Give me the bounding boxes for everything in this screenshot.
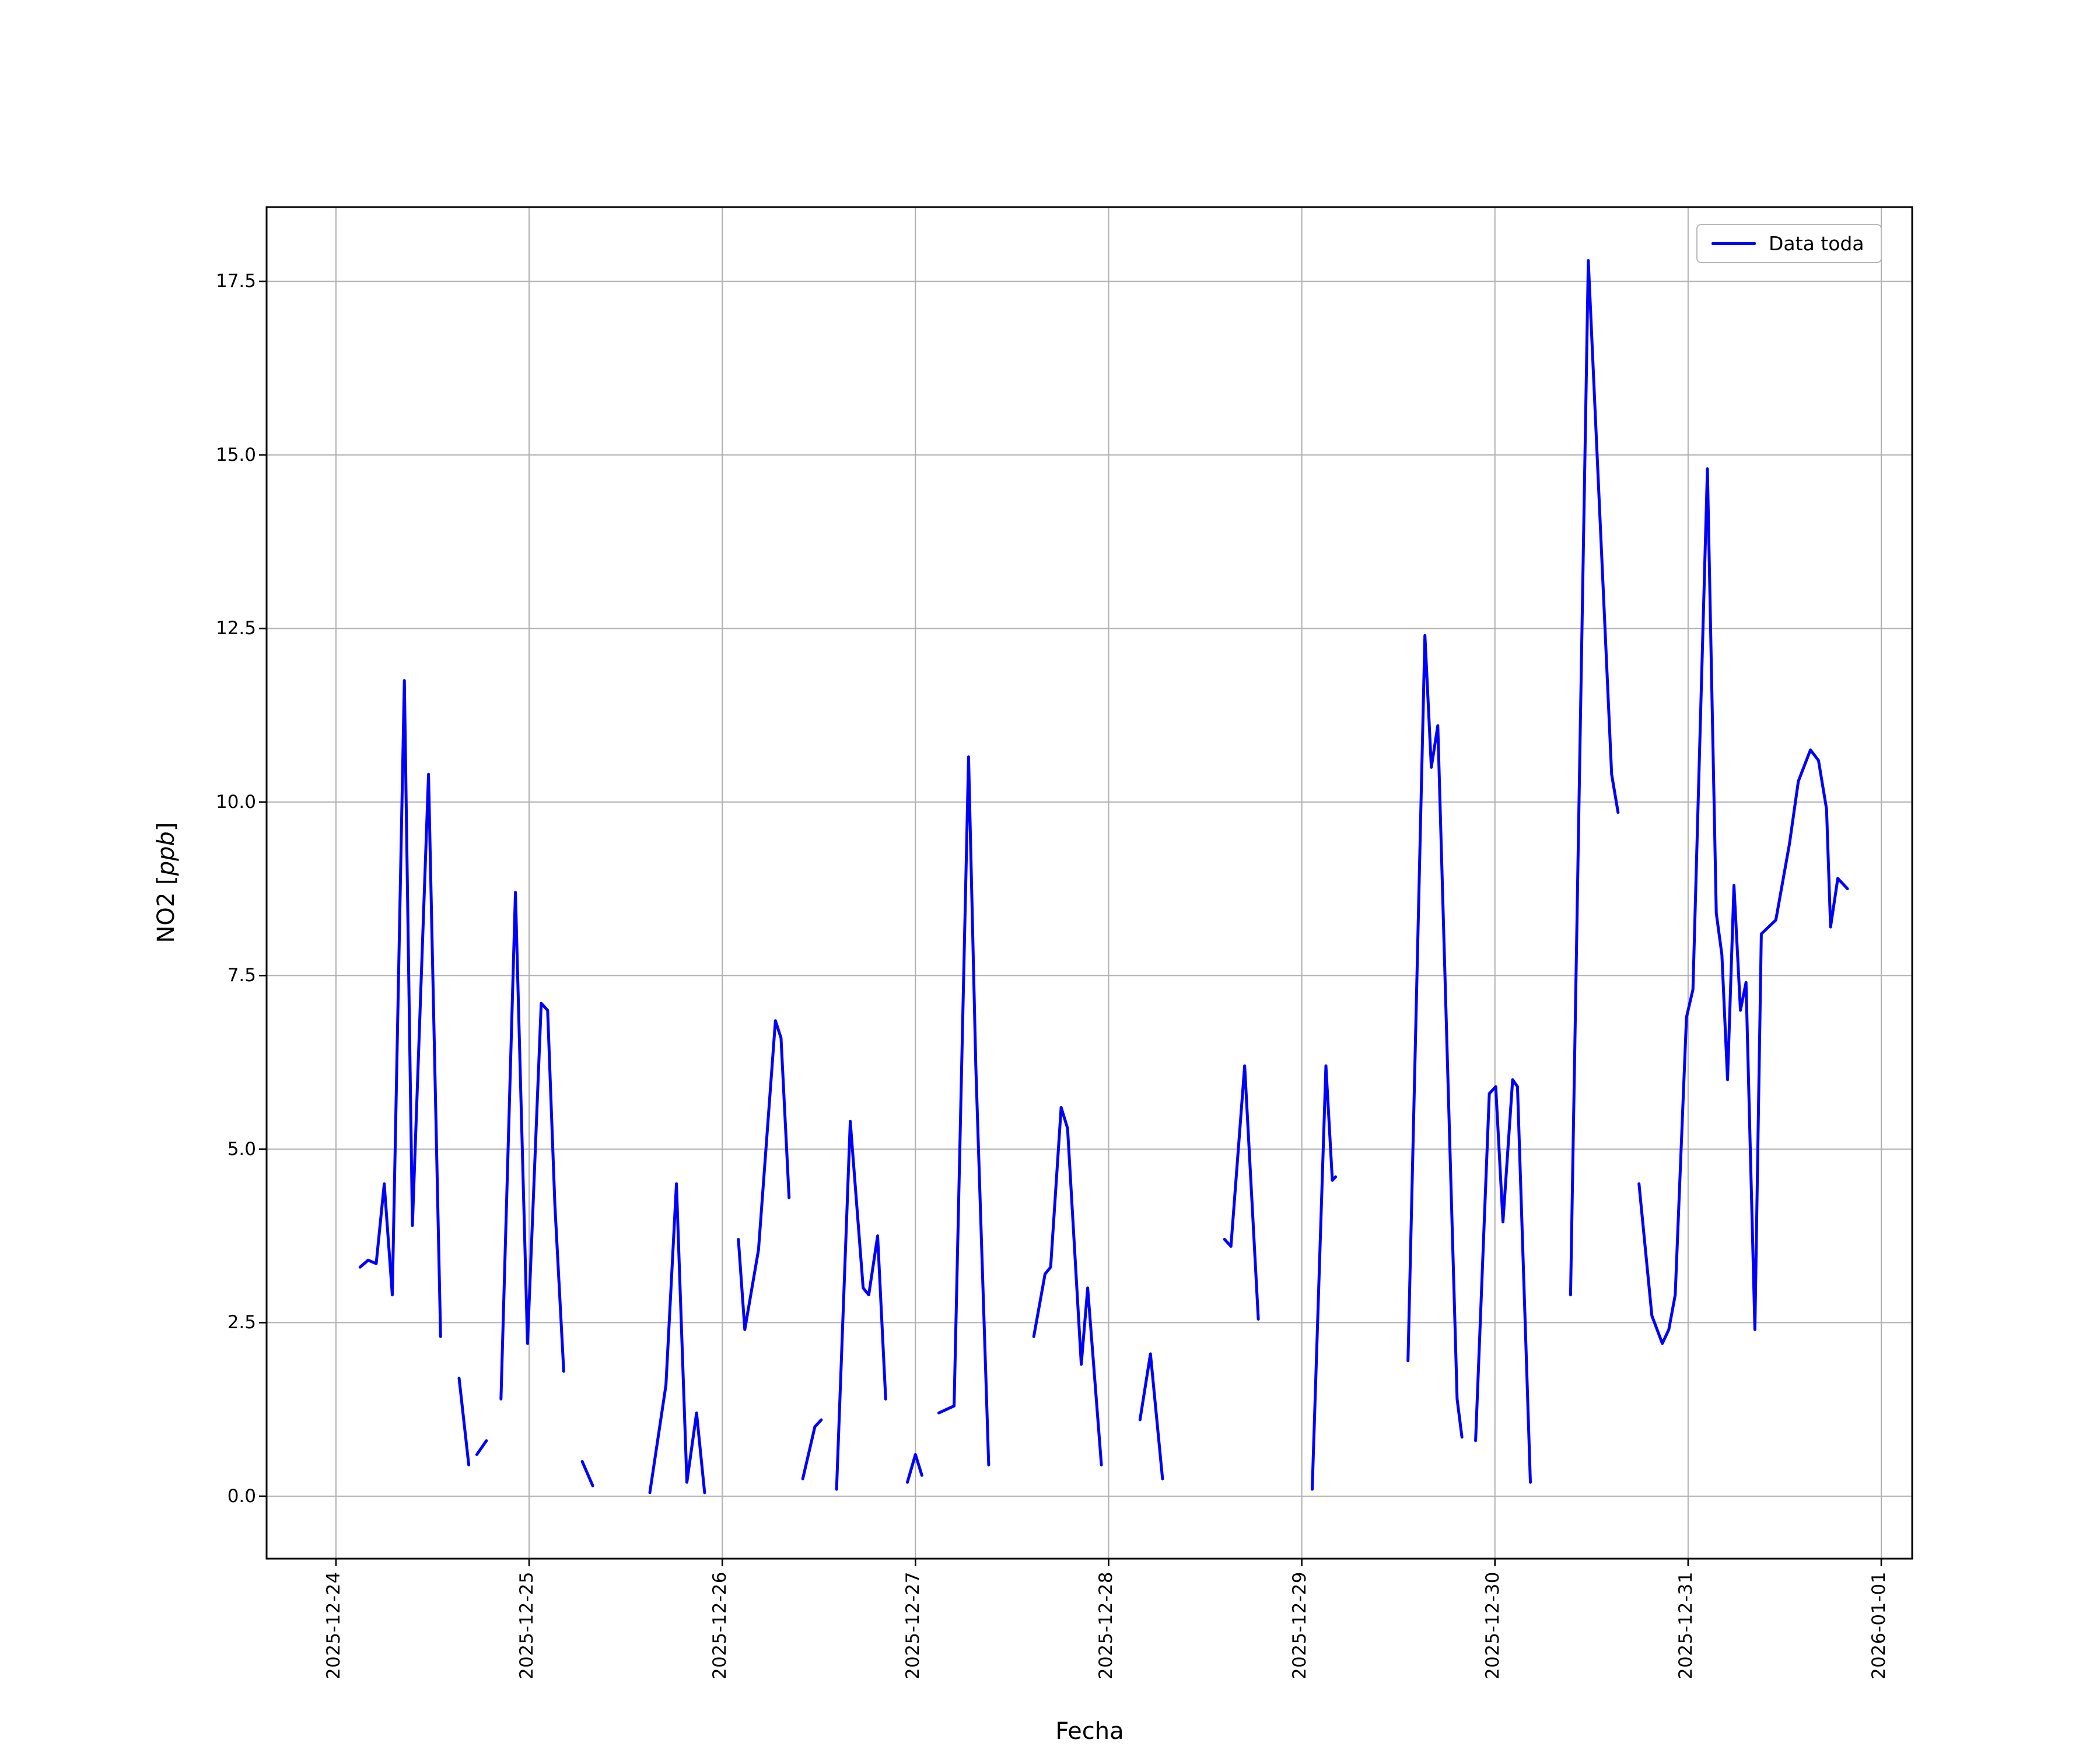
data-series-line <box>1637 467 1849 1345</box>
y-axis-label: NO2 [ppb] <box>153 822 180 943</box>
y-tick-label: 17.5 <box>215 271 256 292</box>
data-series-line <box>499 891 565 1401</box>
data-series-line <box>1223 1064 1260 1321</box>
data-series-line <box>835 1119 887 1491</box>
data-series-line <box>1032 1106 1103 1466</box>
data-series-line <box>906 1453 923 1484</box>
x-axis-label: Fecha <box>1055 1718 1124 1745</box>
x-tick-label: 2025-12-29 <box>1289 1572 1310 1680</box>
x-tick-label: 2026-01-01 <box>1868 1572 1890 1680</box>
x-tick-label: 2025-12-24 <box>323 1572 344 1680</box>
y-axis-label-unit: ppb <box>153 831 180 876</box>
legend: Data toda <box>1696 224 1882 263</box>
data-series-line <box>801 1418 823 1480</box>
y-tick-label: 0.0 <box>227 1485 256 1507</box>
x-tick-label: 2025-12-28 <box>1096 1572 1117 1680</box>
y-tick-label: 15.0 <box>215 444 256 466</box>
y-tick-label: 12.5 <box>215 618 256 639</box>
y-tick-label: 2.5 <box>227 1312 256 1334</box>
data-series-line <box>358 679 442 1338</box>
y-tick-label: 5.0 <box>227 1138 256 1160</box>
data-series-line <box>580 1460 594 1488</box>
x-tick-label: 2025-12-30 <box>1482 1572 1503 1680</box>
data-series-line <box>475 1439 488 1456</box>
y-tick-label: 7.5 <box>227 965 256 986</box>
x-tick-label: 2025-12-27 <box>902 1572 924 1680</box>
data-series-line <box>737 1019 791 1331</box>
legend-line-sample <box>1712 242 1756 245</box>
y-axis-label-suffix: ] <box>153 822 180 832</box>
data-series-line <box>1138 1352 1164 1480</box>
y-tick-label: 10.0 <box>215 791 256 813</box>
legend-label: Data toda <box>1769 232 1864 255</box>
plot-border <box>265 206 1913 1560</box>
data-series-line <box>1311 1064 1338 1491</box>
data-series-line <box>1406 634 1464 1439</box>
data-series-line <box>937 755 991 1466</box>
data-series-line <box>648 1182 706 1494</box>
data-series-line <box>1474 1078 1532 1484</box>
x-tick-label: 2025-12-25 <box>516 1572 538 1680</box>
x-tick-label: 2025-12-31 <box>1675 1572 1696 1680</box>
y-axis-label-prefix: NO2 [ <box>153 876 180 943</box>
data-series-line <box>457 1377 471 1466</box>
x-tick-label: 2025-12-26 <box>709 1572 731 1680</box>
data-series-line <box>1569 259 1620 1297</box>
